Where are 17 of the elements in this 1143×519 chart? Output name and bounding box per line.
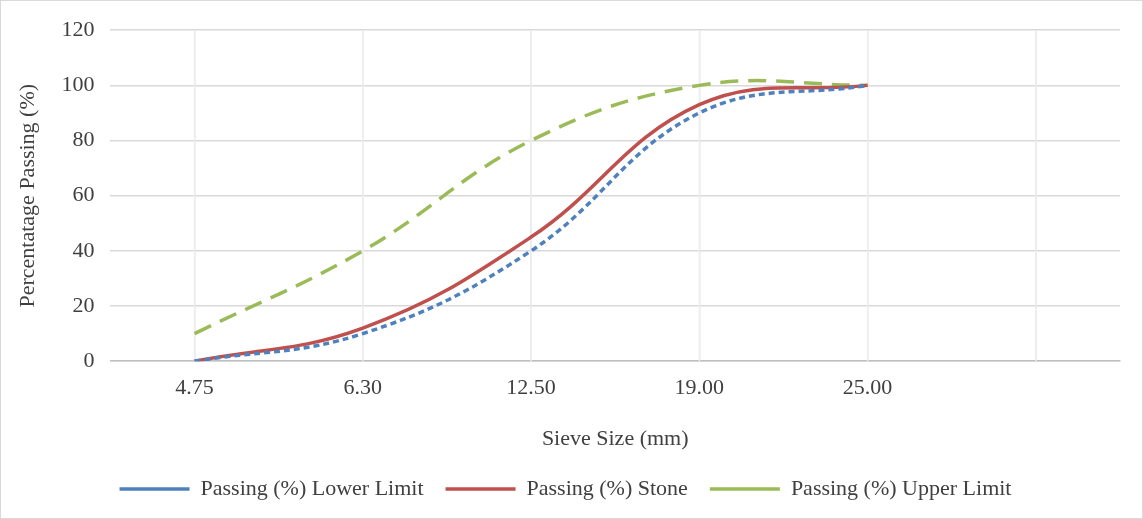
- legend-label: Passing (%) Upper Limit: [790, 474, 1012, 500]
- x-axis-title: Sieve Size (mm): [541, 424, 689, 450]
- x-tick-label: 4.75: [175, 374, 214, 400]
- y-tick-label: 80: [72, 126, 95, 152]
- x-tick-label: 25.00: [842, 374, 893, 400]
- y-axis-title: Percentatage Passing (%): [13, 83, 39, 308]
- y-tick-label: 100: [61, 71, 95, 97]
- y-tick-label: 60: [72, 181, 95, 207]
- x-tick-label: 6.30: [343, 374, 383, 400]
- x-tick-label: 12.50: [506, 374, 556, 400]
- legend-label: Passing (%) Lower Limit: [200, 474, 424, 500]
- y-tick-label: 40: [72, 236, 95, 262]
- y-tick-label: 20: [72, 291, 95, 317]
- x-tick-label: 19.00: [674, 374, 725, 400]
- legend-label: Passing (%) Stone: [526, 474, 688, 500]
- y-tick-label: 0: [83, 346, 95, 372]
- y-tick-label: 120: [61, 15, 95, 41]
